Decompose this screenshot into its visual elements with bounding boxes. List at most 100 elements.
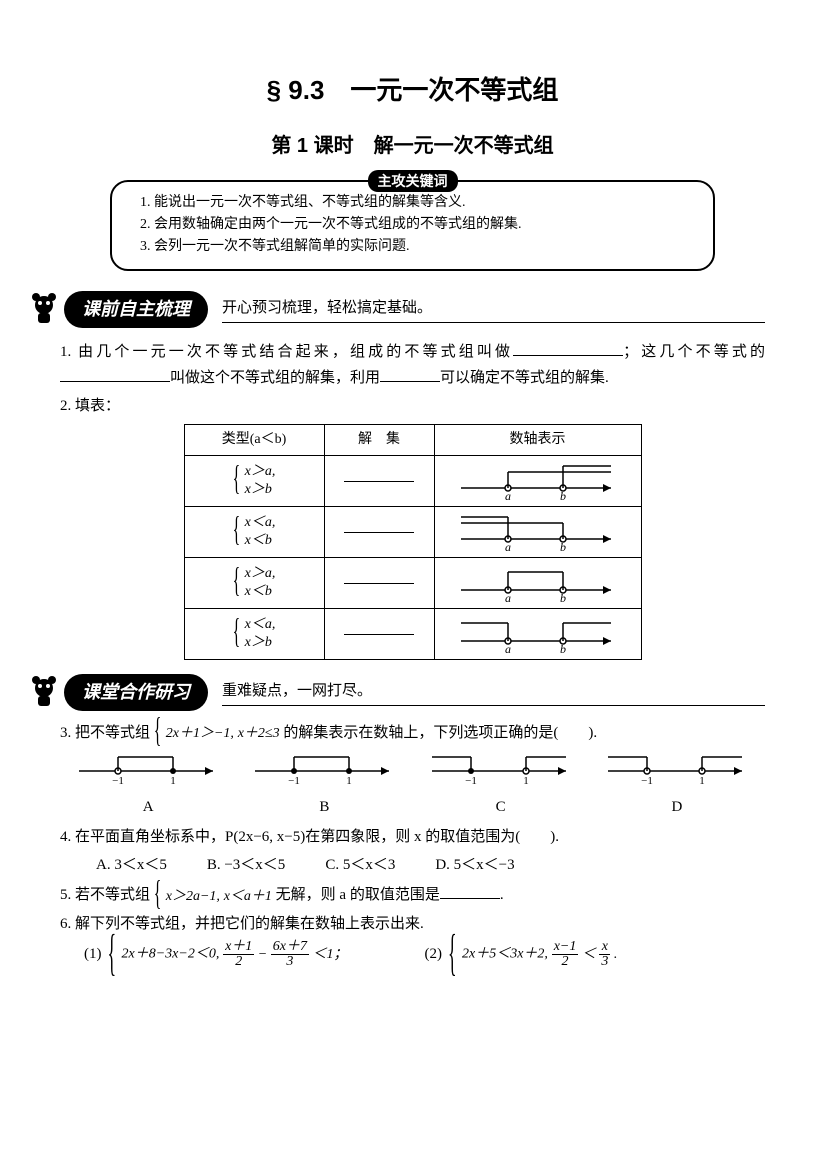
tail: . — [614, 947, 618, 962]
keyword-item: 2. 会用数轴确定由两个一元一次不等式组成的不等式组的解集. — [140, 214, 685, 236]
q1-text-b: ；这几个不等式的 — [623, 344, 765, 360]
svg-text:a: a — [505, 591, 511, 604]
expr: 2x＋5＜3x＋2, — [462, 947, 548, 962]
table-row: x＜a,x＜b a b — [184, 506, 641, 557]
fn: x — [599, 940, 610, 955]
mascot-icon — [26, 291, 62, 327]
section-header-1: 课前自主梳理 开心预习梳理，轻松搞定基础。 — [26, 291, 765, 328]
numberline-icon: −1 1 — [602, 749, 752, 787]
blank — [344, 582, 414, 584]
option-d: −1 1 D — [589, 749, 765, 819]
opt-label: C — [413, 795, 589, 819]
numberline-diagram: a b — [453, 562, 623, 604]
expr: x＞b — [245, 634, 276, 652]
expr: x＞b — [245, 481, 276, 499]
q6-part-2: (2) 2x＋5＜3x＋2, x−12 ＜ x3 . — [425, 940, 766, 969]
case-cell: x＞a,x＞b — [233, 463, 276, 498]
keyword-item: 3. 会列一元一次不等式组解简单的实际问题. — [140, 236, 685, 258]
opt-b: B. −3＜x＜5 — [207, 853, 285, 877]
opt-label: D — [589, 795, 765, 819]
q3-text-b: 的解集表示在数轴上，下列选项正确的是( ). — [283, 725, 597, 741]
q6-part-1: (1) 2x＋8−3x−2＜0, x＋12 − 6x＋73 ＜1； — [84, 940, 425, 969]
page-title: § 9.3 一元一次不等式组 — [60, 70, 765, 112]
svg-text:−1: −1 — [112, 775, 124, 787]
fn: x−1 — [552, 940, 579, 955]
q3-text-a: 3. 把不等式组 — [60, 725, 150, 741]
case-cell: x＜a,x＞b — [233, 616, 276, 651]
question-5: 5. 若不等式组 x＞2a−1, x＜a＋1 无解，则 a 的取值范围是. — [60, 881, 765, 908]
blank — [344, 480, 414, 482]
case-cell: x＞a,x＜b — [233, 565, 276, 600]
svg-text:1: 1 — [523, 775, 529, 787]
section-tagline: 重难疑点，一网打尽。 — [222, 679, 765, 706]
svg-text:−1: −1 — [289, 775, 301, 787]
svg-text:1: 1 — [347, 775, 353, 787]
expr: x＞a, — [245, 565, 276, 583]
q6-parts: (1) 2x＋8−3x−2＜0, x＋12 − 6x＋73 ＜1； (2) 2x… — [60, 940, 765, 969]
section-pill: 课前自主梳理 — [64, 291, 208, 328]
expr: x−12 ＜ x3 . — [552, 947, 618, 962]
inequality-group: 2x＋8−3x−2＜0, x＋12 − 6x＋73 ＜1； — [108, 940, 348, 969]
section-pill: 课堂合作研习 — [64, 674, 208, 711]
question-2: 2. 填表： — [60, 394, 765, 418]
expr: x＜b — [245, 532, 276, 550]
blank — [344, 531, 414, 533]
svg-text:1: 1 — [170, 775, 176, 787]
page-subtitle: 第 1 课时 解一元一次不等式组 — [60, 130, 765, 162]
section-header-2: 课堂合作研习 重难疑点，一网打尽。 — [26, 674, 765, 711]
part-label: (2) — [425, 942, 443, 966]
numberline-diagram: a b — [453, 511, 623, 553]
question-4: 4. 在平面直角坐标系中，P(2x−6, x−5)在第四象限，则 x 的取值范围… — [60, 825, 765, 849]
fd: 3 — [271, 955, 309, 969]
fd: 2 — [223, 955, 254, 969]
svg-text:b: b — [560, 540, 566, 553]
fn: 6x＋7 — [271, 940, 309, 955]
q1-text-a: 1. 由几个一元一次不等式结合起来，组成的不等式组叫做 — [60, 344, 513, 360]
q4-options: A. 3＜x＜5 B. −3＜x＜5 C. 5＜x＜3 D. 5＜x＜−3 — [60, 853, 765, 877]
inequality-group: x＞2a−1, x＜a＋1 — [154, 884, 272, 908]
expr: 2x＋1＞−1, — [166, 726, 234, 741]
opt-label: B — [236, 795, 412, 819]
inequality-group: 2x＋5＜3x＋2, x−12 ＜ x3 . — [448, 940, 617, 969]
svg-text:a: a — [505, 489, 511, 502]
keywords-box: 主攻关键词 1. 能说出一元一次不等式组、不等式组的解集等含义. 2. 会用数轴… — [110, 180, 715, 271]
table-row: x＞a,x＞b a b — [184, 455, 641, 506]
blank — [513, 338, 623, 356]
svg-text:a: a — [505, 642, 511, 655]
numberline-diagram: a b — [453, 613, 623, 655]
blank — [344, 633, 414, 635]
svg-text:−1: −1 — [465, 775, 477, 787]
blank — [440, 881, 500, 899]
q1-text-c: 叫做这个不等式组的解集，利用 — [170, 370, 380, 386]
numberline-diagram: a b — [453, 460, 623, 502]
svg-text:1: 1 — [699, 775, 705, 787]
mascot-icon — [26, 674, 62, 710]
opt-d: D. 5＜x＜−3 — [435, 853, 514, 877]
expr: x＋2≤3 — [238, 726, 280, 741]
option-b: −1 1 B — [236, 749, 412, 819]
expr: x＜a, — [245, 514, 276, 532]
solution-table: 类型(a＜b) 解 集 数轴表示 x＞a,x＞b a b x＜a,x＜b a b… — [184, 424, 642, 660]
expr: x＜a＋1 — [224, 889, 272, 904]
table-row: x＞a,x＜b a b — [184, 557, 641, 608]
opt-label: A — [60, 795, 236, 819]
opt-c: C. 5＜x＜3 — [325, 853, 395, 877]
expr: x＜a, — [245, 616, 276, 634]
expr: x＞2a−1, — [166, 889, 220, 904]
option-a: −1 1 A — [60, 749, 236, 819]
svg-text:a: a — [505, 540, 511, 553]
option-c: −1 1 C — [413, 749, 589, 819]
inequality-group: 2x＋1＞−1, x＋2≤3 — [154, 721, 280, 745]
expr: 2x＋8−3x−2＜0, — [122, 947, 220, 962]
th-set: 解 集 — [324, 424, 434, 455]
svg-text:b: b — [560, 642, 566, 655]
table-row: x＜a,x＞b a b — [184, 608, 641, 659]
th-axis: 数轴表示 — [434, 424, 641, 455]
question-1: 1. 由几个一元一次不等式结合起来，组成的不等式组叫做 ；这几个不等式的叫做这个不… — [60, 338, 765, 390]
svg-text:−1: −1 — [641, 775, 653, 787]
keywords-label: 主攻关键词 — [368, 170, 458, 192]
question-3: 3. 把不等式组 2x＋1＞−1, x＋2≤3 的解集表示在数轴上，下列选项正确… — [60, 721, 765, 746]
expr: x＋12 − 6x＋73 ＜1； — [223, 947, 347, 962]
fd: 2 — [552, 955, 579, 969]
fn: x＋1 — [223, 940, 254, 955]
